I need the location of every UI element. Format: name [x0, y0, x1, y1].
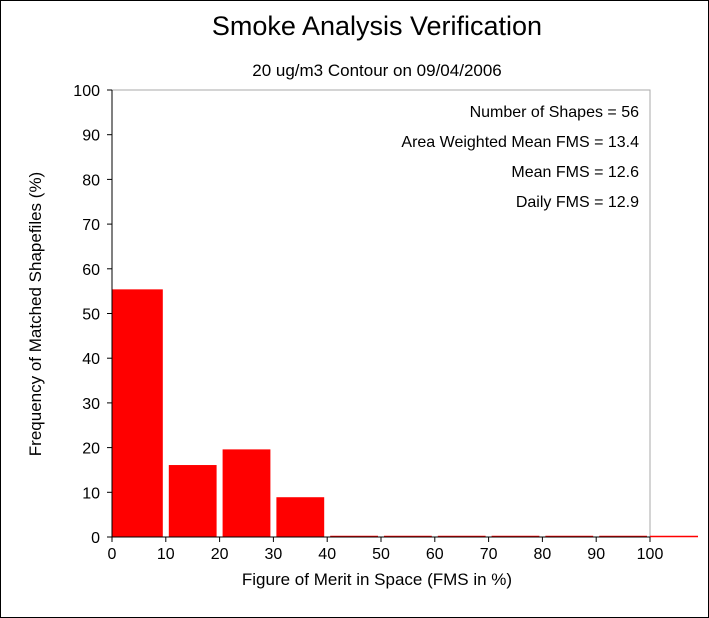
x-tick-label: 20: [211, 546, 229, 563]
histogram-bar: [112, 289, 163, 537]
chart-title: Smoke Analysis Verification: [212, 11, 542, 41]
y-tick-label: 60: [82, 262, 100, 279]
histogram-bar: [222, 449, 271, 537]
x-tick-label: 0: [108, 546, 117, 563]
y-axis-label: Frequency of Matched Shapefiles (%): [26, 172, 45, 456]
y-tick-label: 20: [82, 441, 100, 458]
stats-annotation: Area Weighted Mean FMS = 13.4: [401, 134, 639, 151]
y-tick-label: 90: [82, 128, 100, 145]
chart-subtitle: 20 ug/m3 Contour on 09/04/2006: [252, 61, 502, 80]
x-axis-label: Figure of Merit in Space (FMS in %): [242, 570, 512, 589]
stats-annotation: Number of Shapes = 56: [470, 104, 640, 121]
y-tick-label: 0: [91, 530, 100, 547]
x-tick-label: 30: [265, 546, 283, 563]
stats-annotations: Number of Shapes = 56 Area Weighted Mean …: [401, 104, 639, 211]
bars-group: [112, 289, 698, 538]
histogram-bar: [168, 465, 217, 537]
x-tick-label: 100: [637, 546, 664, 563]
y-tick-label: 10: [82, 485, 100, 502]
stats-annotation: Daily FMS = 12.9: [516, 194, 639, 211]
x-tick-label: 50: [372, 546, 390, 563]
x-tick-label: 80: [534, 546, 552, 563]
y-tick-label: 70: [82, 217, 100, 234]
stats-annotation: Mean FMS = 12.6: [511, 164, 639, 181]
x-tick-label: 60: [426, 546, 444, 563]
y-axis-ticks: 0 10 20 30 40 50 60 70 80 90 100: [73, 83, 112, 547]
x-tick-label: 40: [318, 546, 336, 563]
x-axis-ticks: 0 10 20 30 40 50 60 70 80 90 100: [108, 537, 664, 563]
x-tick-label: 90: [587, 546, 605, 563]
x-tick-label: 70: [480, 546, 498, 563]
y-tick-label: 100: [73, 83, 100, 100]
y-tick-label: 30: [82, 396, 100, 413]
y-tick-label: 80: [82, 172, 100, 189]
histogram-bar: [276, 497, 325, 537]
y-tick-label: 50: [82, 307, 100, 324]
y-tick-label: 40: [82, 351, 100, 368]
x-tick-label: 10: [157, 546, 175, 563]
